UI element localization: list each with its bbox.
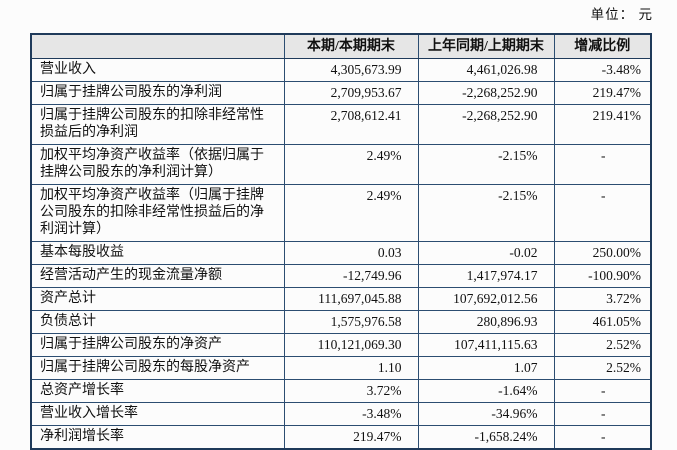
change-ratio-cell: 461.05% <box>553 310 652 334</box>
header-col-3: 增减比例 <box>553 33 652 59</box>
current-period-cell: 110,121,069.30 <box>283 333 419 357</box>
current-period-cell: -12,749.96 <box>283 264 419 288</box>
row-label-cell: 加权平均净资产收益率（归属于挂牌公司股东的扣除非经常性损益后的净利润计算） <box>30 184 285 242</box>
table-row: 基本每股收益 0.03 -0.02 250.00% <box>30 241 652 265</box>
change-ratio-cell: -3.48% <box>553 58 652 82</box>
table-row: 归属于挂牌公司股东的净资产 110,121,069.30 107,411,115.6… <box>30 333 652 357</box>
change-ratio-cell: 3.72% <box>553 287 652 311</box>
row-label-cell: 基本每股收益 <box>30 241 285 265</box>
current-period-cell: 4,305,673.99 <box>283 58 419 82</box>
prior-period-cell: -1,658.24% <box>417 425 555 450</box>
table-row: 归属于挂牌公司股东的每股净资产 1.10 1.07 2.52% <box>30 356 652 380</box>
change-ratio-cell: 250.00% <box>553 241 652 265</box>
prior-period-cell: -1.64% <box>417 379 555 403</box>
prior-period-cell: -0.02 <box>417 241 555 265</box>
row-label-cell: 归属于挂牌公司股东的净资产 <box>30 333 285 357</box>
header-col-2: 上年同期/上期期末 <box>417 33 555 59</box>
table-row: 归属于挂牌公司股东的扣除非经常性损益后的净利润 2,708,612.41 -2,26… <box>30 104 652 145</box>
table-body: 营业收入 4,305,673.99 4,461,026.98 -3.48% 归属于挂牌公… <box>30 58 652 450</box>
table-row: 加权平均净资产收益率（归属于挂牌公司股东的扣除非经常性损益后的净利润计算） 2.4… <box>30 184 652 242</box>
table-row: 营业收入增长率 -3.48% -34.96% - <box>30 402 652 426</box>
prior-period-cell: -2,268,252.90 <box>417 81 555 105</box>
prior-period-cell: -2,268,252.90 <box>417 104 555 145</box>
row-label-cell: 加权平均净资产收益率（依据归属于挂牌公司股东的净利润计算） <box>30 144 285 185</box>
table-row: 营业收入 4,305,673.99 4,461,026.98 -3.48% <box>30 58 652 82</box>
change-ratio-cell: - <box>553 379 652 403</box>
change-ratio-cell: - <box>553 144 652 185</box>
current-period-cell: 1.10 <box>283 356 419 380</box>
change-ratio-cell: -100.90% <box>553 264 652 288</box>
current-period-cell: -3.48% <box>283 402 419 426</box>
row-label-cell: 归属于挂牌公司股东的每股净资产 <box>30 356 285 380</box>
current-period-cell: 1,575,976.58 <box>283 310 419 334</box>
header-indicator-col <box>30 33 285 59</box>
row-label-cell: 归属于挂牌公司股东的净利润 <box>30 81 285 105</box>
prior-period-cell: -34.96% <box>417 402 555 426</box>
row-label-cell: 经营活动产生的现金流量净额 <box>30 264 285 288</box>
row-label-cell: 负债总计 <box>30 310 285 334</box>
current-period-cell: 2.49% <box>283 144 419 185</box>
prior-period-cell: 1.07 <box>417 356 555 380</box>
current-period-cell: 2,708,612.41 <box>283 104 419 145</box>
row-label-cell: 营业收入增长率 <box>30 402 285 426</box>
unit-label: 单位： 元 <box>590 7 653 22</box>
change-ratio-cell: - <box>553 184 652 242</box>
table-row: 净利润增长率 219.47% -1,658.24% - <box>30 425 652 450</box>
financial-summary-table: 本期/本期期末 上年同期/上期期末 增减比例 营业收入 4,305,673.99 4,4… <box>30 33 652 450</box>
row-label-cell: 归属于挂牌公司股东的扣除非经常性损益后的净利润 <box>30 104 285 145</box>
current-period-cell: 3.72% <box>283 379 419 403</box>
prior-period-cell: 4,461,026.98 <box>417 58 555 82</box>
change-ratio-cell: 219.41% <box>553 104 652 145</box>
current-period-cell: 2.49% <box>283 184 419 242</box>
row-label-cell: 净利润增长率 <box>30 425 285 450</box>
change-ratio-cell: - <box>553 402 652 426</box>
current-period-cell: 219.47% <box>283 425 419 450</box>
header-row: 本期/本期期末 上年同期/上期期末 增减比例 <box>30 33 652 59</box>
table-row: 资产总计 111,697,045.88 107,692,012.56 3.72% <box>30 287 652 311</box>
header-col-1: 本期/本期期末 <box>283 33 419 59</box>
table-row: 经营活动产生的现金流量净额 -12,749.96 1,417,974.17 -100.… <box>30 264 652 288</box>
prior-period-cell: 1,417,974.17 <box>417 264 555 288</box>
prior-period-cell: -2.15% <box>417 184 555 242</box>
prior-period-cell: -2.15% <box>417 144 555 185</box>
change-ratio-cell: 2.52% <box>553 333 652 357</box>
prior-period-cell: 107,411,115.63 <box>417 333 555 357</box>
table-header: 本期/本期期末 上年同期/上期期末 增减比例 <box>30 33 652 59</box>
prior-period-cell: 280,896.93 <box>417 310 555 334</box>
current-period-cell: 111,697,045.88 <box>283 287 419 311</box>
row-label-cell: 营业收入 <box>30 58 285 82</box>
table-row: 加权平均净资产收益率（依据归属于挂牌公司股东的净利润计算） 2.49% -2.15%… <box>30 144 652 185</box>
change-ratio-cell: - <box>553 425 652 450</box>
current-period-cell: 0.03 <box>283 241 419 265</box>
row-label-cell: 总资产增长率 <box>30 379 285 403</box>
prior-period-cell: 107,692,012.56 <box>417 287 555 311</box>
row-label-cell: 资产总计 <box>30 287 285 311</box>
table-row: 总资产增长率 3.72% -1.64% - <box>30 379 652 403</box>
current-period-cell: 2,709,953.67 <box>283 81 419 105</box>
change-ratio-cell: 219.47% <box>553 81 652 105</box>
table-row: 归属于挂牌公司股东的净利润 2,709,953.67 -2,268,252.90 21… <box>30 81 652 105</box>
change-ratio-cell: 2.52% <box>553 356 652 380</box>
table-row: 负债总计 1,575,976.58 280,896.93 461.05% <box>30 310 652 334</box>
